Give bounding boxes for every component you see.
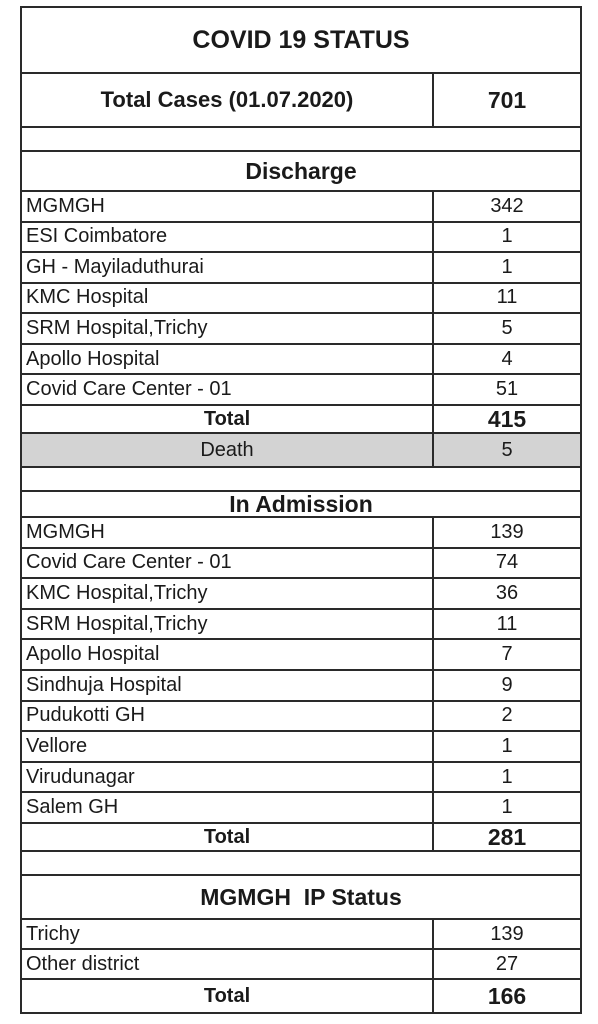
row-label: SRM Hospital,Trichy — [22, 314, 434, 343]
spacer-row — [20, 852, 582, 876]
row-value: 51 — [495, 378, 519, 401]
row-label: Covid Care Center - 01 — [22, 375, 434, 404]
row-value: 9 — [501, 673, 513, 696]
row-label: MGMGH — [22, 518, 434, 547]
admission-total-label: Total — [22, 824, 434, 850]
row-value: 139 — [490, 922, 524, 945]
ip-status-total-label: Total — [22, 980, 434, 1012]
row-label: Trichy — [22, 920, 434, 948]
row-label: GH - Mayiladuthurai — [22, 253, 434, 282]
row-label: Apollo Hospital — [22, 344, 434, 374]
death-value: 5 — [501, 438, 513, 461]
table-row: Covid Care Center - 01 74 — [20, 548, 582, 580]
row-value: 1 — [501, 225, 513, 248]
row-value: 139 — [490, 520, 524, 543]
ip-status-heading: MGMGH IP Status — [20, 876, 582, 920]
table-row: SRM Hospital,Trichy 5 — [20, 314, 582, 345]
row-label: Pudukotti GH — [22, 701, 434, 731]
ip-status-total-row: Total 166 — [20, 980, 582, 1014]
row-value: 342 — [490, 194, 524, 217]
spacer-row — [20, 468, 582, 492]
row-label: MGMGH — [22, 192, 434, 221]
table-title: COVID 19 STATUS — [20, 6, 582, 74]
table-row: Apollo Hospital 4 — [20, 344, 582, 376]
discharge-heading: Discharge — [20, 152, 582, 192]
table-row: Sindhuja Hospital 9 — [20, 671, 582, 702]
table-row: Apollo Hospital 7 — [20, 640, 582, 671]
table-row: ESI Coimbatore 1 — [20, 222, 582, 254]
row-value: 1 — [501, 734, 513, 757]
title-text: COVID 19 STATUS — [192, 25, 410, 54]
admission-heading: In Admission — [20, 490, 582, 518]
discharge-total-label: Total — [22, 406, 434, 432]
row-value: 11 — [496, 286, 518, 309]
row-value: 1 — [501, 255, 513, 278]
discharge-total-value: 415 — [487, 405, 527, 432]
discharge-total-row: Total 415 — [20, 406, 582, 434]
table-row: Covid Care Center - 01 51 — [20, 375, 582, 406]
table-row: GH - Mayiladuthurai 1 — [20, 253, 582, 284]
row-value: 4 — [501, 347, 513, 370]
row-value: 11 — [496, 612, 518, 635]
row-label: Apollo Hospital — [22, 640, 434, 669]
row-label: Salem GH — [22, 793, 434, 822]
row-value: 1 — [501, 765, 513, 788]
death-row: Death 5 — [20, 434, 582, 468]
total-cases-label: Total Cases (01.07.2020) — [22, 74, 434, 126]
row-value: 2 — [501, 704, 513, 727]
total-cases-value: 701 — [487, 86, 527, 113]
table-row: KMC Hospital 11 — [20, 283, 582, 315]
admission-heading-text: In Admission — [229, 490, 373, 517]
row-value: 36 — [495, 581, 519, 604]
table-row: Salem GH 1 — [20, 793, 582, 824]
death-label: Death — [22, 434, 434, 466]
table-row: SRM Hospital,Trichy 11 — [20, 609, 582, 641]
row-label: Virudunagar — [22, 762, 434, 792]
row-value: 5 — [501, 317, 513, 340]
table-row: MGMGH 139 — [20, 518, 582, 549]
ip-status-total-value: 166 — [487, 982, 527, 1009]
row-label: Other district — [22, 950, 434, 978]
ip-status-heading-text: MGMGH IP Status — [200, 883, 402, 910]
admission-total-value: 281 — [487, 823, 527, 850]
discharge-heading-text: Discharge — [245, 157, 357, 184]
total-cases-row: Total Cases (01.07.2020) 701 — [20, 74, 582, 128]
table-row: MGMGH 342 — [20, 192, 582, 223]
table-row: Other district 27 — [20, 950, 582, 980]
row-value: 1 — [501, 796, 513, 819]
admission-total-row: Total 281 — [20, 824, 582, 852]
row-label: SRM Hospital,Trichy — [22, 609, 434, 639]
row-label: KMC Hospital — [22, 283, 434, 313]
row-label: ESI Coimbatore — [22, 222, 434, 252]
table-row: Virudunagar 1 — [20, 762, 582, 794]
row-label: Covid Care Center - 01 — [22, 548, 434, 578]
row-label: KMC Hospital,Trichy — [22, 579, 434, 608]
row-value: 74 — [495, 551, 519, 574]
row-value: 27 — [495, 952, 519, 975]
table-row: Vellore 1 — [20, 732, 582, 763]
row-label: Vellore — [22, 732, 434, 761]
table-row: KMC Hospital,Trichy 36 — [20, 579, 582, 610]
row-value: 7 — [501, 643, 513, 666]
table-row: Pudukotti GH 2 — [20, 701, 582, 733]
row-label: Sindhuja Hospital — [22, 671, 434, 700]
spacer-row — [20, 128, 582, 152]
table-row: Trichy 139 — [20, 920, 582, 950]
